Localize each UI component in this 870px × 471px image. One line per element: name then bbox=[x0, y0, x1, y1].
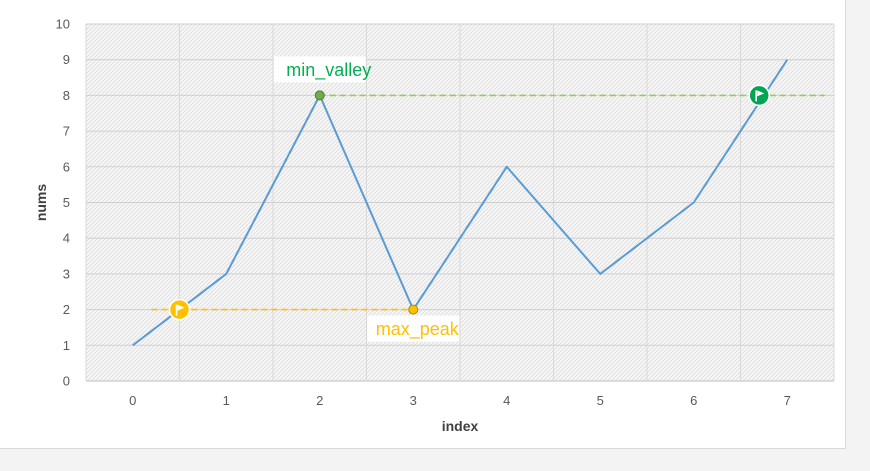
y-axis-ticks: 0 1 2 3 4 5 6 7 8 9 10 bbox=[56, 17, 70, 389]
x-axis-title: index bbox=[442, 418, 479, 434]
x-tick-label: 5 bbox=[597, 393, 604, 408]
y-tick-label: 2 bbox=[63, 302, 70, 317]
annotation-label: min_valley bbox=[286, 60, 371, 81]
annotation-label-bg bbox=[273, 56, 366, 83]
x-tick-label: 6 bbox=[690, 393, 697, 408]
y-axis-title: nums bbox=[33, 184, 49, 222]
annotation-markers: min_valley max_peak bbox=[168, 56, 770, 342]
y-tick-label: 8 bbox=[63, 88, 70, 103]
x-tick-label: 1 bbox=[223, 393, 230, 408]
y-tick-label: 4 bbox=[63, 231, 70, 246]
y-tick-label: 3 bbox=[63, 266, 70, 281]
series-layer bbox=[132, 59, 789, 347]
series-line bbox=[132, 59, 789, 347]
annotation-label: max_peak bbox=[376, 319, 460, 340]
y-tick-label: 0 bbox=[63, 374, 70, 389]
flag-icon bbox=[748, 84, 770, 107]
y-tick-label: 9 bbox=[63, 52, 70, 67]
x-tick-label: 4 bbox=[503, 393, 510, 408]
y-tick-label: 1 bbox=[63, 338, 70, 353]
annotation-point-marker bbox=[408, 304, 419, 315]
x-tick-label: 0 bbox=[129, 393, 136, 408]
x-tick-label: 3 bbox=[410, 393, 417, 408]
line-chart: 0 1 2 3 4 5 6 7 8 9 10 0 1 2 3 4 5 6 7 min_valley max_peak… bbox=[33, 17, 835, 434]
y-tick-label: 5 bbox=[63, 195, 70, 210]
x-tick-label: 7 bbox=[784, 393, 791, 408]
x-axis-ticks: 0 1 2 3 4 5 6 7 bbox=[129, 393, 791, 408]
x-tick-label: 2 bbox=[316, 393, 323, 408]
flag-icon-banner bbox=[757, 90, 765, 97]
flag-icon-banner bbox=[177, 304, 185, 311]
annotation-lines bbox=[151, 94, 825, 311]
y-tick-label: 10 bbox=[56, 17, 70, 32]
annotation-label-bg bbox=[367, 315, 460, 342]
chart-frame: 0 1 2 3 4 5 6 7 8 9 10 0 1 2 3 4 5 6 7 min_valley max_peak… bbox=[0, 0, 846, 449]
y-tick-label: 6 bbox=[63, 159, 70, 174]
annotation-point-marker bbox=[314, 90, 325, 101]
flag-icon bbox=[168, 298, 191, 321]
y-tick-label: 7 bbox=[63, 124, 70, 139]
